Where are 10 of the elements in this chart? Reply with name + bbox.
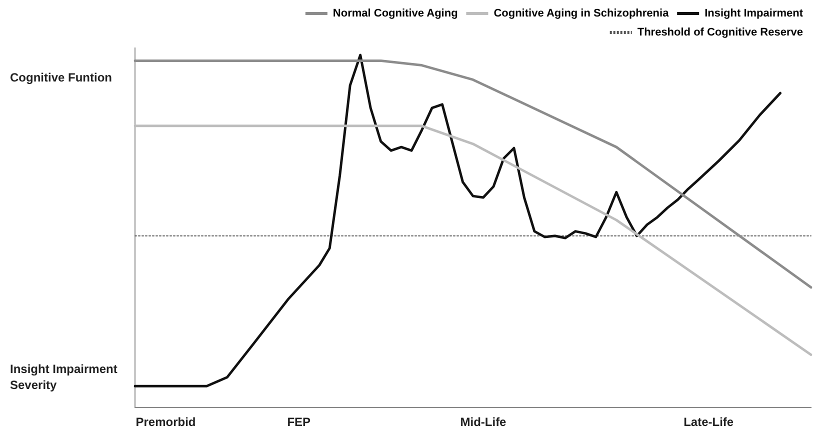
text: Insight Impairment Severity — [10, 362, 118, 392]
legend-label: Threshold of Cognitive Reserve — [637, 26, 804, 39]
legend-label: Cognitive Aging in Schizophrenia — [494, 8, 670, 20]
text: Cognitive Funtion — [10, 70, 112, 84]
x-tick-label: Late-Life — [684, 415, 734, 430]
legend-label: Normal Cognitive Aging — [332, 8, 458, 20]
x-tick-label: Premorbid — [136, 415, 196, 430]
x-tick-label: FEP — [287, 415, 311, 430]
x-tick-label: Mid-Life — [460, 415, 507, 430]
legend-label: Insight Impairment — [704, 8, 804, 20]
